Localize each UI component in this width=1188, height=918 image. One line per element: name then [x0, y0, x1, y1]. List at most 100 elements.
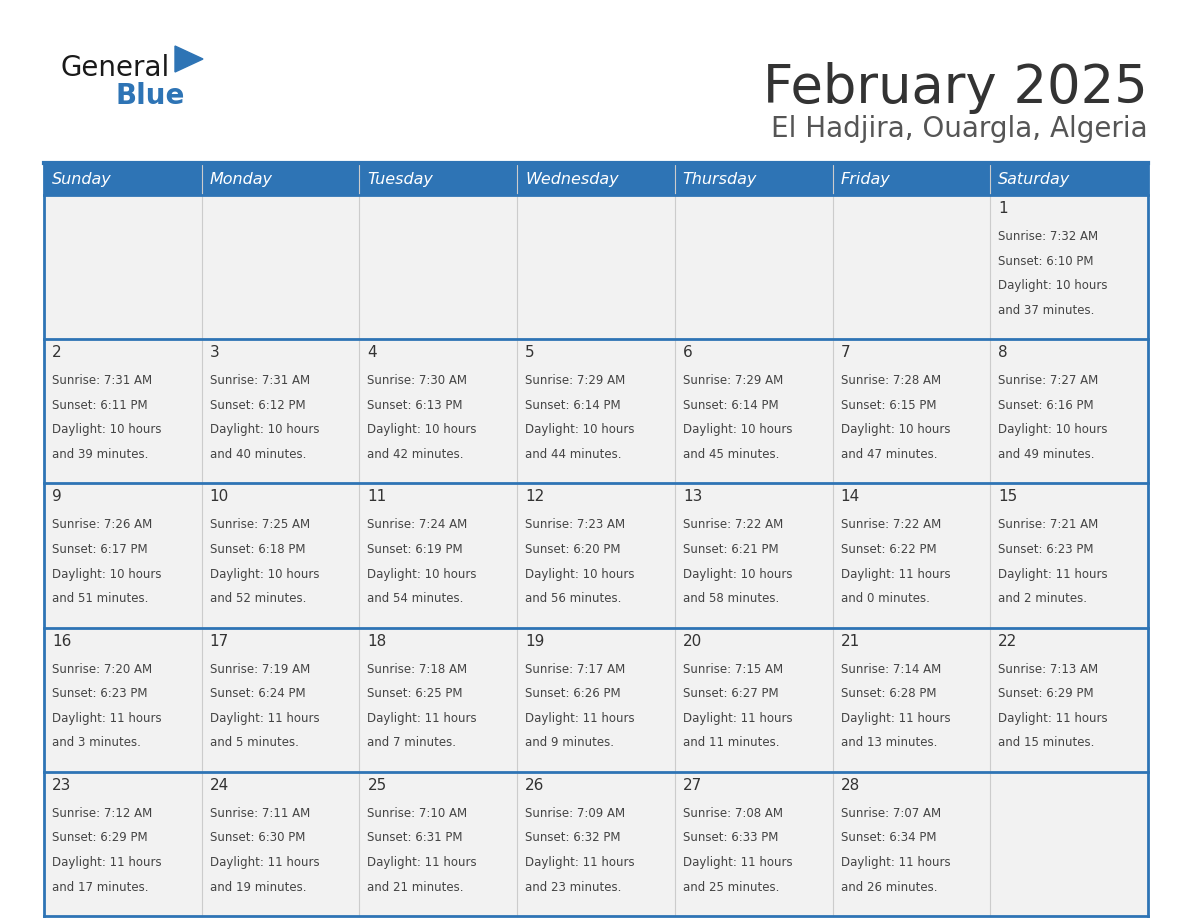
Text: Sunrise: 7:26 AM: Sunrise: 7:26 AM — [52, 519, 152, 532]
Text: Sunset: 6:19 PM: Sunset: 6:19 PM — [367, 543, 463, 556]
Text: Sunset: 6:17 PM: Sunset: 6:17 PM — [52, 543, 147, 556]
Text: Daylight: 10 hours: Daylight: 10 hours — [210, 567, 320, 580]
Text: 14: 14 — [841, 489, 860, 504]
Text: Sunrise: 7:31 AM: Sunrise: 7:31 AM — [210, 375, 310, 387]
Text: Sunrise: 7:27 AM: Sunrise: 7:27 AM — [998, 375, 1099, 387]
Text: 17: 17 — [210, 633, 229, 649]
Text: and 25 minutes.: and 25 minutes. — [683, 880, 779, 893]
Text: Daylight: 11 hours: Daylight: 11 hours — [525, 856, 634, 869]
Text: Daylight: 11 hours: Daylight: 11 hours — [210, 711, 320, 725]
Text: Daylight: 11 hours: Daylight: 11 hours — [52, 856, 162, 869]
Text: and 17 minutes.: and 17 minutes. — [52, 880, 148, 893]
Text: Sunrise: 7:15 AM: Sunrise: 7:15 AM — [683, 663, 783, 676]
Text: and 2 minutes.: and 2 minutes. — [998, 592, 1087, 605]
Bar — [675, 163, 833, 195]
Text: Sunrise: 7:32 AM: Sunrise: 7:32 AM — [998, 230, 1099, 243]
Text: Sunset: 6:24 PM: Sunset: 6:24 PM — [210, 688, 305, 700]
Text: 18: 18 — [367, 633, 386, 649]
Text: Sunrise: 7:18 AM: Sunrise: 7:18 AM — [367, 663, 468, 676]
Text: and 9 minutes.: and 9 minutes. — [525, 736, 614, 749]
Text: and 37 minutes.: and 37 minutes. — [998, 304, 1094, 317]
Text: Sunrise: 7:21 AM: Sunrise: 7:21 AM — [998, 519, 1099, 532]
Text: and 26 minutes.: and 26 minutes. — [841, 880, 937, 893]
Text: and 40 minutes.: and 40 minutes. — [210, 448, 307, 461]
Text: 27: 27 — [683, 778, 702, 793]
Text: 13: 13 — [683, 489, 702, 504]
Text: and 5 minutes.: and 5 minutes. — [210, 736, 298, 749]
Text: 4: 4 — [367, 345, 377, 360]
Text: Sunset: 6:21 PM: Sunset: 6:21 PM — [683, 543, 778, 556]
Text: Daylight: 11 hours: Daylight: 11 hours — [367, 856, 478, 869]
Text: Sunset: 6:27 PM: Sunset: 6:27 PM — [683, 688, 778, 700]
Text: Daylight: 10 hours: Daylight: 10 hours — [998, 279, 1107, 292]
Text: 6: 6 — [683, 345, 693, 360]
Text: 15: 15 — [998, 489, 1018, 504]
Text: Daylight: 10 hours: Daylight: 10 hours — [210, 423, 320, 436]
Text: Sunrise: 7:20 AM: Sunrise: 7:20 AM — [52, 663, 152, 676]
Bar — [517, 163, 675, 195]
Text: 20: 20 — [683, 633, 702, 649]
Text: Sunrise: 7:31 AM: Sunrise: 7:31 AM — [52, 375, 152, 387]
Text: Daylight: 11 hours: Daylight: 11 hours — [367, 711, 478, 725]
Text: Daylight: 10 hours: Daylight: 10 hours — [841, 423, 950, 436]
Bar — [202, 163, 360, 195]
Text: 2: 2 — [52, 345, 62, 360]
Text: Sunset: 6:23 PM: Sunset: 6:23 PM — [998, 543, 1094, 556]
Text: Daylight: 11 hours: Daylight: 11 hours — [841, 567, 950, 580]
Bar — [44, 484, 1148, 628]
Text: Sunset: 6:34 PM: Sunset: 6:34 PM — [841, 832, 936, 845]
Text: and 42 minutes.: and 42 minutes. — [367, 448, 465, 461]
Text: Sunrise: 7:22 AM: Sunrise: 7:22 AM — [683, 519, 783, 532]
Text: Sunrise: 7:17 AM: Sunrise: 7:17 AM — [525, 663, 625, 676]
Text: and 49 minutes.: and 49 minutes. — [998, 448, 1095, 461]
Text: and 19 minutes.: and 19 minutes. — [210, 880, 307, 893]
Text: Daylight: 10 hours: Daylight: 10 hours — [367, 567, 476, 580]
Bar — [44, 628, 1148, 772]
Text: Sunrise: 7:22 AM: Sunrise: 7:22 AM — [841, 519, 941, 532]
Text: and 11 minutes.: and 11 minutes. — [683, 736, 779, 749]
Text: Sunrise: 7:07 AM: Sunrise: 7:07 AM — [841, 807, 941, 820]
Bar — [833, 163, 991, 195]
Text: and 54 minutes.: and 54 minutes. — [367, 592, 463, 605]
Text: February 2025: February 2025 — [763, 62, 1148, 114]
Bar — [44, 339, 1148, 484]
Text: Sunrise: 7:08 AM: Sunrise: 7:08 AM — [683, 807, 783, 820]
Text: Sunset: 6:30 PM: Sunset: 6:30 PM — [210, 832, 305, 845]
Text: Sunrise: 7:29 AM: Sunrise: 7:29 AM — [683, 375, 783, 387]
Text: Daylight: 11 hours: Daylight: 11 hours — [998, 711, 1108, 725]
Text: 9: 9 — [52, 489, 62, 504]
Text: 19: 19 — [525, 633, 544, 649]
Text: El Hadjira, Ouargla, Algeria: El Hadjira, Ouargla, Algeria — [771, 115, 1148, 143]
Text: Sunrise: 7:13 AM: Sunrise: 7:13 AM — [998, 663, 1099, 676]
Text: Sunrise: 7:23 AM: Sunrise: 7:23 AM — [525, 519, 625, 532]
Text: Sunset: 6:12 PM: Sunset: 6:12 PM — [210, 398, 305, 412]
Text: 8: 8 — [998, 345, 1007, 360]
Text: 28: 28 — [841, 778, 860, 793]
Text: Saturday: Saturday — [998, 173, 1070, 187]
Text: Sunset: 6:20 PM: Sunset: 6:20 PM — [525, 543, 620, 556]
Text: Thursday: Thursday — [683, 173, 757, 187]
Text: Sunset: 6:29 PM: Sunset: 6:29 PM — [52, 832, 147, 845]
Text: Sunrise: 7:12 AM: Sunrise: 7:12 AM — [52, 807, 152, 820]
Text: and 7 minutes.: and 7 minutes. — [367, 736, 456, 749]
Text: 5: 5 — [525, 345, 535, 360]
Text: 7: 7 — [841, 345, 851, 360]
Text: Sunset: 6:11 PM: Sunset: 6:11 PM — [52, 398, 147, 412]
Text: Sunset: 6:26 PM: Sunset: 6:26 PM — [525, 688, 621, 700]
Text: Daylight: 10 hours: Daylight: 10 hours — [52, 423, 162, 436]
Text: Tuesday: Tuesday — [367, 173, 434, 187]
Text: and 56 minutes.: and 56 minutes. — [525, 592, 621, 605]
Text: Daylight: 10 hours: Daylight: 10 hours — [52, 567, 162, 580]
Text: 24: 24 — [210, 778, 229, 793]
Text: Daylight: 11 hours: Daylight: 11 hours — [210, 856, 320, 869]
Text: and 52 minutes.: and 52 minutes. — [210, 592, 307, 605]
Bar — [360, 163, 517, 195]
Text: Daylight: 11 hours: Daylight: 11 hours — [841, 711, 950, 725]
Text: Daylight: 11 hours: Daylight: 11 hours — [683, 711, 792, 725]
Text: 23: 23 — [52, 778, 71, 793]
Text: Sunrise: 7:10 AM: Sunrise: 7:10 AM — [367, 807, 468, 820]
Text: 16: 16 — [52, 633, 71, 649]
Text: and 44 minutes.: and 44 minutes. — [525, 448, 621, 461]
Text: Sunset: 6:13 PM: Sunset: 6:13 PM — [367, 398, 463, 412]
Text: General: General — [61, 54, 169, 82]
